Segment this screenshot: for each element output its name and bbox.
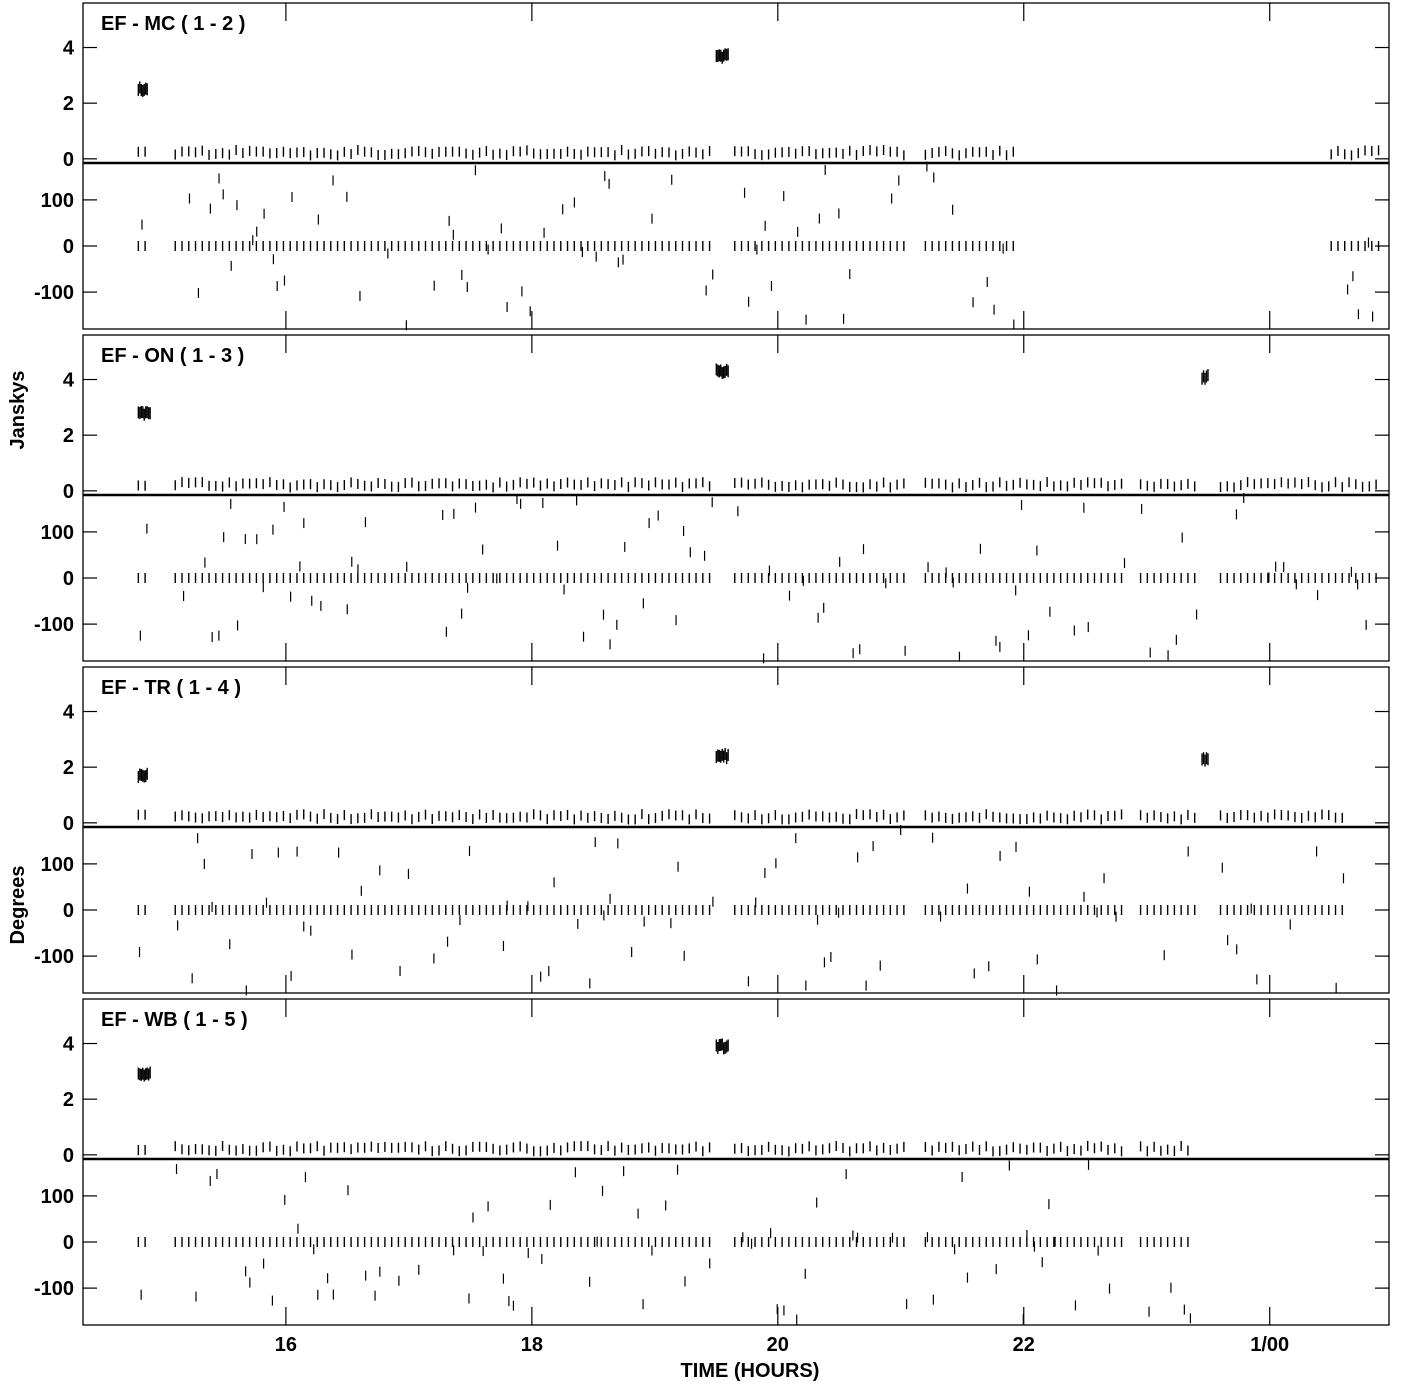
y-tick-label-phase: 0 — [63, 236, 74, 258]
y-axis-title-phase: Degrees — [7, 866, 29, 945]
y-tick-label-phase: 100 — [41, 854, 74, 876]
panel-frame — [82, 998, 1390, 1326]
y-tick-label-phase: 100 — [41, 1186, 74, 1208]
panel-frames — [82, 2, 1390, 1326]
x-tick-label: 22 — [1013, 1334, 1035, 1356]
y-tick-label-amplitude: 0 — [63, 149, 74, 171]
data-marks — [137, 48, 1380, 1325]
panel-frame — [82, 666, 1390, 994]
x-tick-label: 16 — [275, 1334, 297, 1356]
y-tick-label-amplitude: 4 — [63, 370, 75, 392]
y-tick-label-phase: -100 — [34, 946, 74, 968]
y-tick-label-amplitude: 2 — [63, 1089, 74, 1111]
y-tick-label-phase: 0 — [63, 1232, 74, 1254]
y-tick-label-amplitude: 0 — [63, 481, 74, 503]
y-tick-label-phase: -100 — [34, 614, 74, 636]
panel-frame — [82, 2, 1390, 330]
y-tick-label-phase: 0 — [63, 568, 74, 590]
panel-frame — [82, 334, 1390, 662]
panel-title: EF - TR ( 1 - 4 ) — [101, 677, 241, 699]
panel-title: EF - ON ( 1 - 3 ) — [101, 345, 244, 367]
x-tick-label: 1/00 — [1250, 1334, 1289, 1356]
y-tick-label-phase: -100 — [34, 282, 74, 304]
y-tick-label-phase: 100 — [41, 190, 74, 212]
y-tick-label-amplitude: 4 — [63, 702, 75, 724]
x-tick-label: 18 — [521, 1334, 543, 1356]
y-tick-label-amplitude: 2 — [63, 757, 74, 779]
y-tick-label-amplitude: 4 — [63, 38, 75, 60]
panel-title: EF - WB ( 1 - 5 ) — [101, 1009, 248, 1031]
y-tick-label-phase: -100 — [34, 1278, 74, 1300]
panel-title: EF - MC ( 1 - 2 ) — [101, 13, 245, 35]
y-tick-label-phase: 100 — [41, 522, 74, 544]
y-tick-label-amplitude: 0 — [63, 813, 74, 835]
x-axis-title: TIME (HOURS) — [681, 1360, 820, 1382]
y-tick-label-amplitude: 2 — [63, 425, 74, 447]
y-axis-title-amplitude: Janskys — [7, 371, 29, 450]
axis-labels: EF - MC ( 1 - 2 ) 0 2 4 -100 0 100 EF - ON ( 1 … — [34, 13, 1289, 1356]
y-tick-label-phase: 0 — [63, 900, 74, 922]
y-tick-label-amplitude: 0 — [63, 1145, 74, 1167]
y-tick-label-amplitude: 4 — [63, 1034, 75, 1056]
x-tick-label: 20 — [767, 1334, 789, 1356]
y-tick-label-amplitude: 2 — [63, 93, 74, 115]
